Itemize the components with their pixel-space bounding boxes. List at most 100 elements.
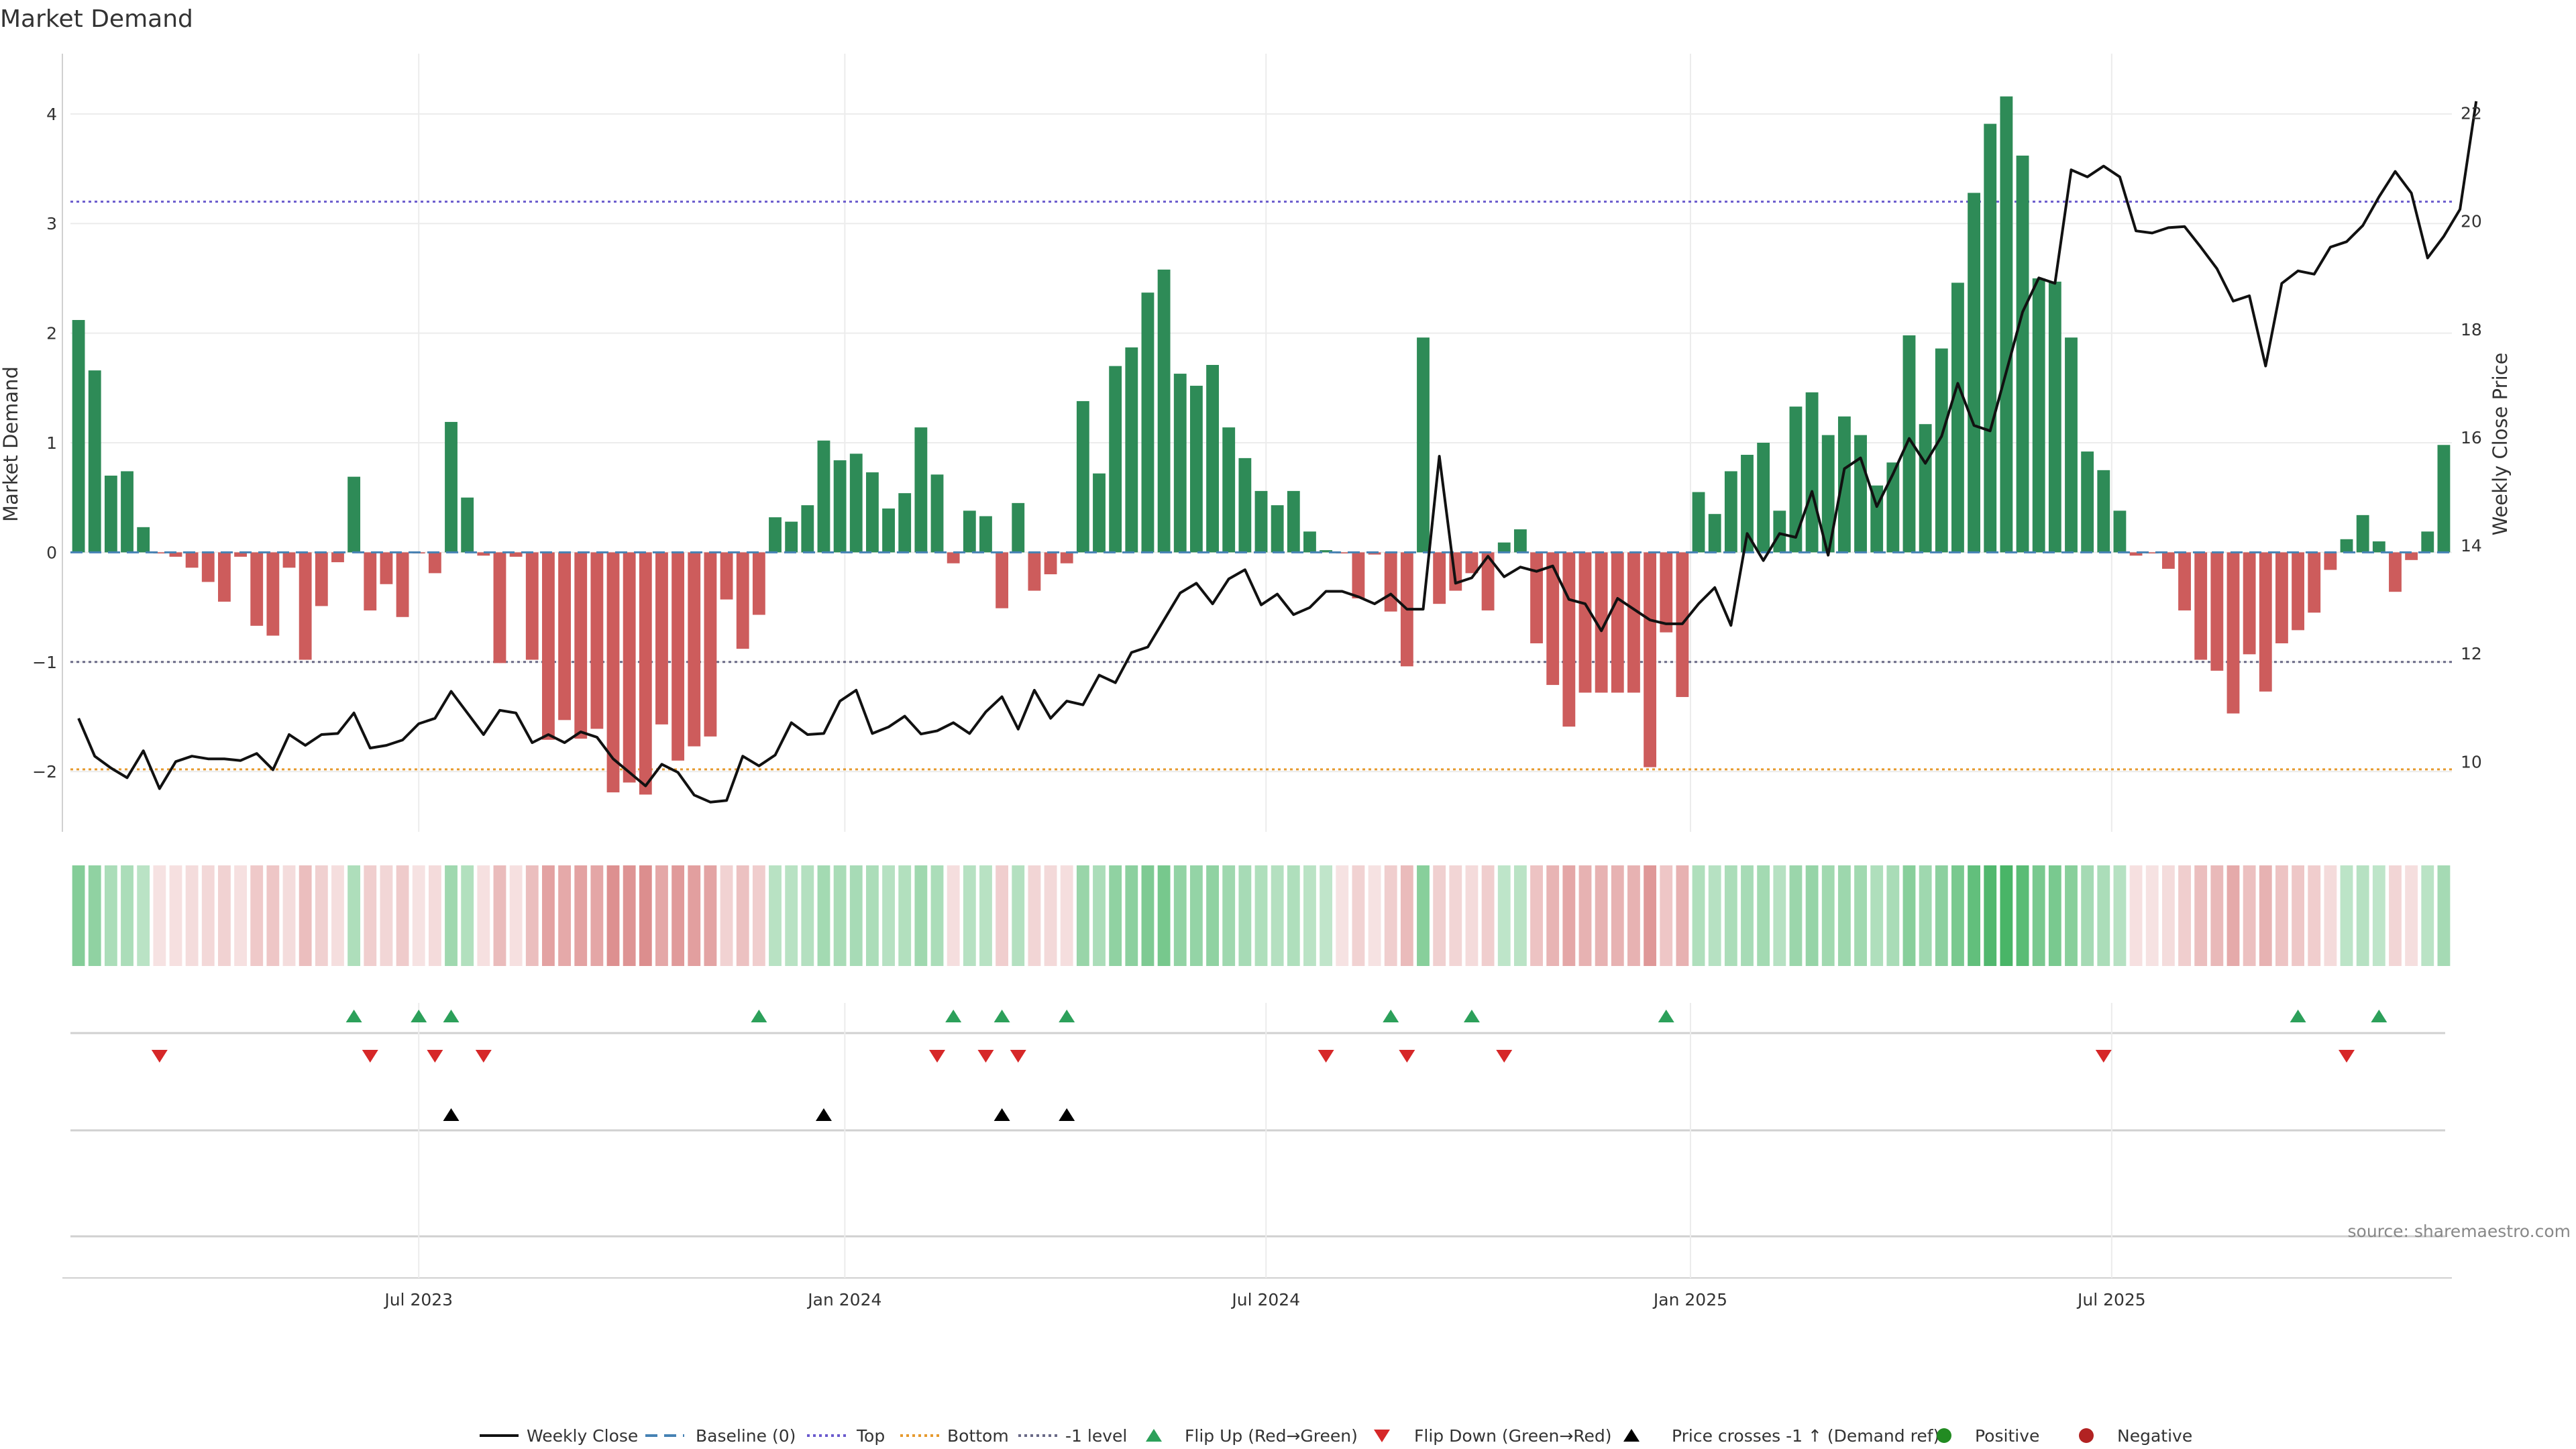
y2-tick-label: 16 <box>2461 428 2482 447</box>
heat-strip-cell <box>1902 865 1916 966</box>
negative-demand-bar <box>1611 552 1624 693</box>
positive-demand-bar <box>347 476 361 553</box>
heat-strip-cell <box>347 865 361 966</box>
heat-strip-cell <box>88 865 101 966</box>
positive-demand-bar <box>1012 502 1025 553</box>
heat-strip-cell <box>1692 865 1705 966</box>
negative-demand-bar <box>380 552 393 584</box>
heat-strip-cell <box>2421 865 2434 966</box>
heat-strip-cell <box>1919 865 1932 966</box>
negative-demand-bar <box>672 552 685 761</box>
positive-demand-bar <box>1919 424 1932 553</box>
heat-strip-cell <box>493 865 506 966</box>
heat-strip-cell <box>996 865 1009 966</box>
heat-strip-cell <box>1741 865 1754 966</box>
heat-strip-cell <box>1271 865 1284 966</box>
y2-tick-label: 22 <box>2461 104 2482 123</box>
price-cross-marker <box>443 1108 460 1121</box>
y2-tick-label: 14 <box>2461 536 2482 555</box>
negative-demand-bar <box>1336 552 1349 554</box>
y-tick-label: 2 <box>46 324 57 343</box>
heat-strip-cell <box>1870 865 1884 966</box>
heat-strip-cell <box>1562 865 1576 966</box>
negative-demand-bar <box>1465 552 1479 574</box>
flip-down-marker <box>977 1050 994 1063</box>
legend-label: Flip Up (Red→Green) <box>1185 1426 1358 1446</box>
heat-strip-cell <box>963 865 976 966</box>
heat-strip-cell <box>849 865 863 966</box>
negative-demand-bar <box>299 552 312 660</box>
flip-up-marker <box>2290 1010 2306 1022</box>
negative-demand-bar <box>2243 552 2256 655</box>
positive-demand-bar <box>2356 515 2369 553</box>
negative-demand-bar <box>2259 552 2272 692</box>
positive-demand-bar <box>2065 337 2078 553</box>
positive-demand-bar <box>1984 123 1997 553</box>
legend-negative-swatch <box>2079 1428 2094 1443</box>
flip-up-marker <box>345 1010 362 1022</box>
heat-strip-cell <box>752 865 765 966</box>
positive-demand-bar <box>461 497 474 553</box>
signal-markers <box>62 1003 2452 1279</box>
negative-demand-bar <box>2145 552 2159 554</box>
price-cross-marker <box>994 1108 1010 1121</box>
heat-strip-cell <box>2259 865 2272 966</box>
heat-strip-cell <box>672 865 685 966</box>
negative-demand-bar <box>1044 552 1057 575</box>
legend-label: Positive <box>1975 1426 2039 1446</box>
negative-demand-bar <box>1530 552 1543 643</box>
heat-strip-cell <box>525 865 539 966</box>
heat-strip-cell <box>1676 865 1689 966</box>
heat-strip-cell <box>1854 865 1867 966</box>
negative-demand-bar <box>558 552 571 720</box>
positive-demand-bar <box>1773 511 1786 553</box>
heat-strip-cell <box>153 865 166 966</box>
y2-tick-label: 10 <box>2461 752 2482 771</box>
flip-down-marker <box>475 1050 492 1063</box>
negative-demand-bar <box>623 552 636 783</box>
y2-tick-label: 18 <box>2461 320 2482 339</box>
positive-demand-bar <box>1951 282 1964 553</box>
legend-label: Bottom <box>947 1426 1009 1446</box>
y-tick-label: 0 <box>46 543 57 562</box>
positive-demand-bar <box>865 472 879 553</box>
positive-demand-bar <box>769 517 782 553</box>
flip-up-marker <box>411 1010 427 1022</box>
price-line-group <box>77 101 2478 804</box>
negative-demand-bar <box>428 552 441 574</box>
heat-strip-cell <box>720 865 733 966</box>
negative-demand-bar <box>282 552 296 568</box>
heat-strip-cell <box>1044 865 1057 966</box>
heat-strip-cell <box>137 865 150 966</box>
heat-strip-cell <box>1789 865 1803 966</box>
heat-strip-cell <box>2437 865 2451 966</box>
positive-demand-bar <box>2000 96 2013 553</box>
flip-up-marker <box>1059 1010 1075 1022</box>
heat-strip-cell <box>1805 865 1819 966</box>
positive-demand-bar <box>785 521 798 553</box>
negative-demand-bar <box>2405 552 2418 560</box>
positive-demand-bar <box>2437 445 2451 553</box>
positive-demand-bar <box>72 320 85 553</box>
flip-down-marker <box>1010 1050 1026 1063</box>
heat-strip-cell <box>412 865 425 966</box>
flip-up-marker <box>994 1010 1010 1022</box>
heat-strip-cell <box>1206 865 1219 966</box>
heat-strip-cell <box>785 865 798 966</box>
positive-demand-bar <box>1287 490 1300 553</box>
heat-strip-cell <box>1627 865 1640 966</box>
legend-positive-swatch <box>1937 1428 1951 1443</box>
flip-down-marker <box>1318 1050 1334 1063</box>
positive-demand-bar <box>833 460 847 553</box>
heat-strip-cell <box>2145 865 2159 966</box>
heat-strip-cell <box>590 865 604 966</box>
heat-strip-cell <box>169 865 182 966</box>
negative-demand-bar <box>509 552 523 557</box>
positive-demand-bar <box>1854 435 1867 553</box>
positive-demand-bar <box>2081 451 2094 553</box>
negative-demand-bar <box>1660 552 1673 633</box>
positive-demand-bar <box>1173 374 1187 553</box>
positive-demand-bar <box>1157 269 1171 553</box>
heat-strip-cell <box>979 865 992 966</box>
